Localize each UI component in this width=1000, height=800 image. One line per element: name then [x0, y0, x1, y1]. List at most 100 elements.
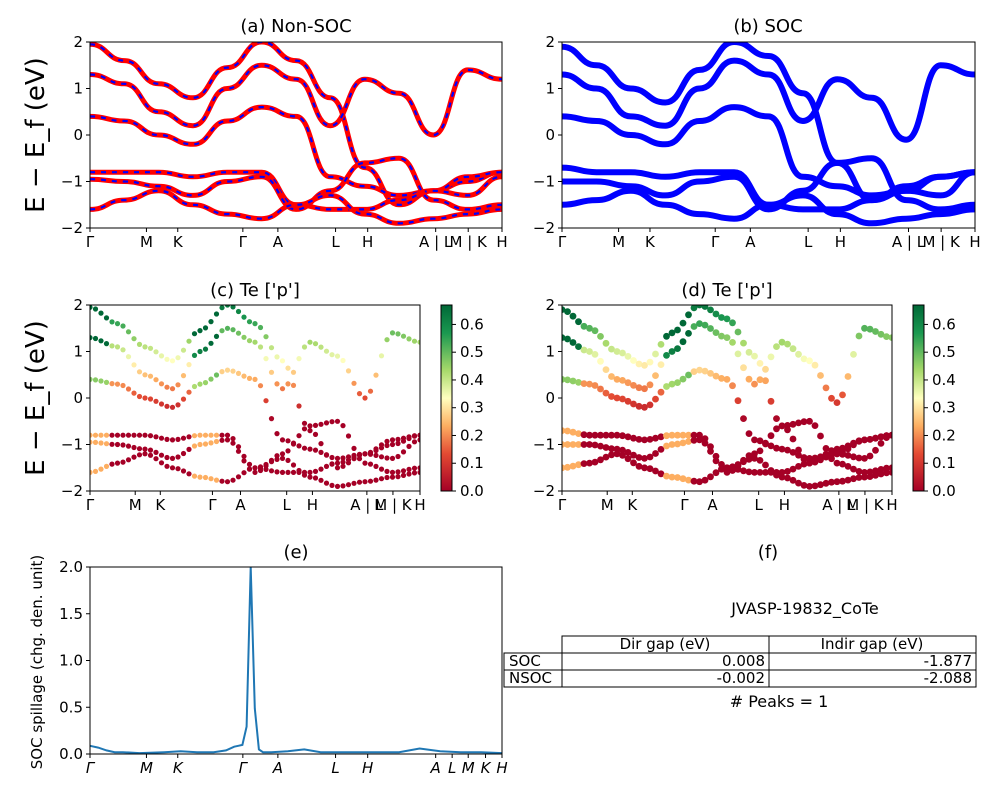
- panel-d-point: [784, 474, 791, 482]
- panel-c-point: [296, 356, 302, 362]
- panel-e-xtick-label: K: [481, 759, 492, 777]
- panel-c-point: [186, 446, 192, 452]
- panel-e-plot: 2.01.51.00.50.0Γ M K Γ A L H A L M K H: [59, 558, 508, 777]
- panel-d-point: [646, 453, 654, 461]
- panel-d-point: [828, 455, 835, 463]
- colorbar-d-bar: [912, 304, 925, 492]
- panel-c-point: [351, 445, 357, 451]
- panel-d-point: [833, 450, 841, 458]
- panel-d-point: [712, 329, 720, 336]
- panel-d-point: [685, 311, 692, 319]
- panel-c-point: [384, 455, 390, 461]
- panel-d-point: [641, 362, 648, 369]
- panel-d-point: [696, 436, 703, 444]
- panel-d-point: [850, 441, 857, 449]
- panel-d-point: [624, 379, 632, 387]
- panel-c-point: [307, 469, 313, 475]
- panel-d-point: [586, 459, 593, 467]
- panel-d-point: [789, 476, 797, 484]
- panel-d-point: [569, 428, 577, 436]
- panel-c-point: [340, 455, 346, 461]
- panel-d-point: [789, 465, 797, 473]
- panel-d-point: [745, 430, 753, 437]
- panel-c-point: [312, 422, 319, 428]
- table-header-dir-gap: Dir gap (eV): [620, 635, 711, 653]
- panel-d-point: [569, 462, 577, 470]
- panel-c-point: [147, 345, 154, 351]
- panel-a-ytick-label: −1: [61, 173, 83, 191]
- panel-c-point: [125, 354, 132, 360]
- panel-d-point: [767, 432, 775, 440]
- panel-d-point: [877, 440, 885, 447]
- panel-c-point: [197, 348, 203, 355]
- panel-d-point: [850, 475, 857, 483]
- panel-c-point: [268, 468, 275, 474]
- panel-d-point: [580, 380, 588, 387]
- panel-c-point: [301, 344, 308, 350]
- panel-c-point: [268, 369, 275, 375]
- panel-b-ytick-label: 0: [545, 126, 555, 144]
- panel-c-point: [367, 388, 374, 394]
- panel-d-point: [795, 350, 802, 358]
- panel-d-point: [795, 446, 802, 454]
- panel-c-point: [131, 362, 137, 368]
- panel-c-xtick-label: Γ: [86, 496, 95, 514]
- panel-c-point: [191, 473, 198, 479]
- panel-d-point: [712, 469, 720, 477]
- panel-d-point: [608, 373, 615, 380]
- panel-d-point: [657, 341, 665, 348]
- panel-d-point: [657, 388, 665, 396]
- panel-d-xtick-label: M: [601, 496, 614, 514]
- panel-d-point: [817, 481, 824, 489]
- panel-d-point: [767, 467, 775, 474]
- panel-c-point: [274, 453, 280, 459]
- panel-b-xtick-label: Γ: [711, 233, 720, 251]
- panel-c-point: [92, 439, 99, 445]
- panel-d-point: [663, 383, 670, 390]
- panel-c-point: [290, 441, 297, 447]
- panel-e-xtick-label: H: [362, 759, 373, 777]
- panel-c-point: [169, 358, 176, 364]
- panel-c-point: [373, 452, 379, 458]
- panel-d-point: [729, 382, 736, 390]
- panel-e-ytick-label: 2.0: [59, 558, 83, 576]
- panel-d-point: [597, 442, 604, 450]
- panel-c-point: [417, 437, 420, 443]
- panel-d-point: [602, 389, 610, 397]
- panel-c-point: [131, 454, 137, 460]
- panel-c-point: [362, 460, 368, 466]
- panel-c-point: [301, 445, 308, 451]
- panel-d-point: [811, 482, 819, 490]
- panel-d-point: [778, 422, 786, 430]
- panel-c-point: [142, 451, 148, 457]
- panel-d-point: [707, 473, 714, 481]
- panel-c-point: [109, 343, 115, 349]
- panel-d-point: [850, 351, 857, 358]
- panel-d-xtick-label: M | K: [846, 496, 885, 514]
- panel-d-point: [619, 451, 626, 459]
- panel-c-point: [296, 443, 302, 449]
- panel-c-point: [191, 383, 198, 390]
- panel-d-point: [844, 452, 852, 459]
- band-line-soc-5: [562, 187, 975, 227]
- panel-c-point: [175, 402, 181, 408]
- panel-d-point: [789, 345, 797, 353]
- panel-d-point: [696, 305, 703, 309]
- panel-c-point: [400, 449, 407, 455]
- panel-c-point: [219, 369, 225, 375]
- panel-d-point: [679, 338, 687, 346]
- panel-d-point: [696, 478, 703, 486]
- table-cell-nsoc-indir: -2.088: [924, 669, 972, 687]
- panel-c-point: [125, 329, 132, 335]
- panel-c-point: [142, 395, 148, 401]
- panel-c-point: [384, 438, 390, 444]
- panel-d-point: [674, 440, 681, 448]
- colorbar-d-tick-label: 0.5: [932, 343, 956, 361]
- panel-c-point: [406, 434, 412, 440]
- panel-a-xtick-label: H: [496, 233, 507, 251]
- panel-c-point: [197, 381, 203, 387]
- panel-c-point: [158, 435, 165, 441]
- panel-d-point: [773, 444, 780, 452]
- panel-f-table: JVASP-19832_CoTe Dir gap (eV) Indir gap …: [503, 599, 977, 711]
- panel-d-point: [630, 382, 637, 389]
